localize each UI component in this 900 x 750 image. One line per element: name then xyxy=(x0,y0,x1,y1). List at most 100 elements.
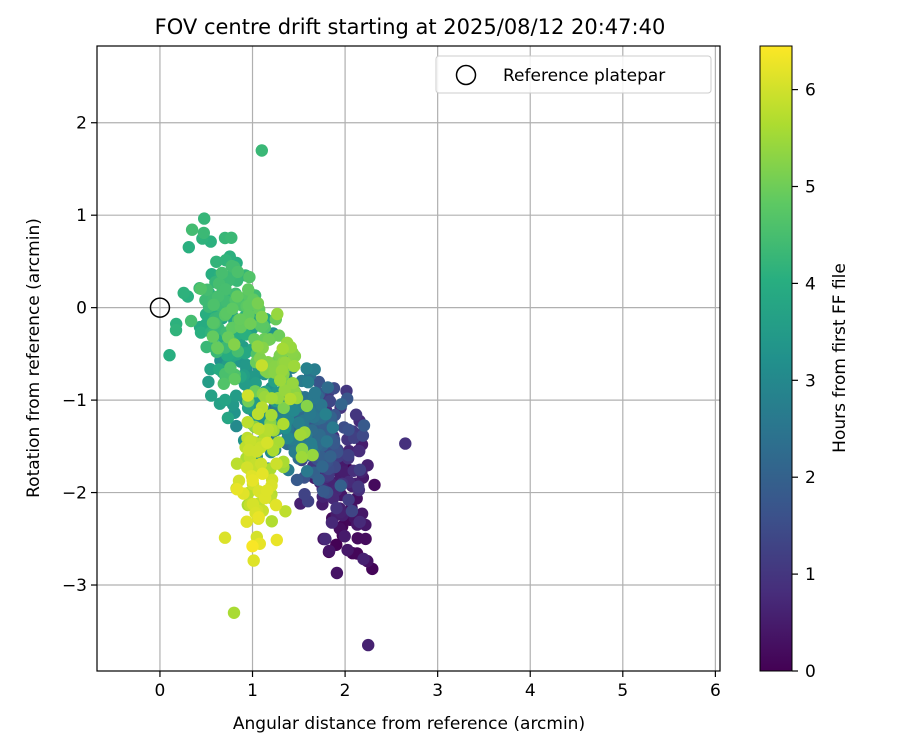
data-point xyxy=(324,450,337,463)
colorbar-tick-label: 2 xyxy=(805,468,816,488)
data-point xyxy=(198,212,211,225)
data-point xyxy=(231,290,244,303)
data-point xyxy=(225,231,238,244)
data-point xyxy=(270,533,283,547)
y-tick-label: 1 xyxy=(76,206,87,226)
data-point xyxy=(357,552,370,566)
colorbar-gradient xyxy=(759,45,793,672)
data-point xyxy=(349,408,363,421)
x-tick-label: 5 xyxy=(617,681,628,701)
data-point xyxy=(295,450,308,464)
data-point xyxy=(272,329,286,342)
data-point xyxy=(330,501,343,515)
data-point xyxy=(260,484,274,497)
data-point xyxy=(242,283,255,296)
data-point xyxy=(255,310,268,324)
data-point xyxy=(228,372,241,386)
data-point xyxy=(298,488,311,501)
x-axis-label: Angular distance from reference (arcmin) xyxy=(233,714,585,734)
plot-frame xyxy=(96,45,721,672)
data-point xyxy=(294,428,307,441)
data-point xyxy=(210,255,223,268)
data-point xyxy=(277,417,290,431)
data-point xyxy=(286,377,299,390)
data-point xyxy=(265,515,278,528)
data-point xyxy=(353,444,366,458)
data-point xyxy=(261,436,274,449)
x-tick-label: 0 xyxy=(155,681,166,701)
data-point xyxy=(233,313,246,326)
legend: Reference platepar xyxy=(435,55,712,94)
x-tick-label: 1 xyxy=(247,681,258,701)
data-point xyxy=(231,265,244,279)
data-point xyxy=(252,511,265,524)
data-point xyxy=(323,544,336,558)
data-point xyxy=(276,342,289,355)
data-point xyxy=(325,516,339,529)
data-point xyxy=(320,435,333,448)
data-point xyxy=(362,638,375,652)
y-axis-ticks: −3 −2 −1 0 1 2 xyxy=(62,114,97,596)
data-point xyxy=(163,349,176,362)
data-point xyxy=(182,241,195,254)
data-point xyxy=(230,419,243,433)
data-point xyxy=(321,381,334,394)
data-point xyxy=(277,401,290,415)
data-point xyxy=(251,340,264,353)
data-point xyxy=(256,467,269,480)
data-point xyxy=(330,566,344,580)
data-point xyxy=(288,359,301,373)
y-axis-label: Rotation from reference (arcmin) xyxy=(24,218,44,498)
data-point xyxy=(292,416,305,430)
data-point xyxy=(255,144,268,157)
data-point xyxy=(265,408,278,422)
data-point xyxy=(352,480,365,493)
x-axis-ticks: 0 1 2 3 4 5 6 xyxy=(155,671,721,701)
data-point xyxy=(252,422,265,435)
data-point xyxy=(300,399,314,413)
data-point xyxy=(341,543,354,557)
data-point xyxy=(230,483,244,496)
y-tick-label: 2 xyxy=(76,114,87,134)
data-point xyxy=(218,393,232,407)
data-point xyxy=(270,457,283,470)
data-point xyxy=(399,437,412,450)
data-point xyxy=(301,376,315,389)
data-point xyxy=(246,540,259,553)
data-point xyxy=(194,326,208,339)
y-tick-label: −2 xyxy=(62,484,87,504)
data-point xyxy=(218,531,232,544)
data-point xyxy=(287,404,300,417)
data-point xyxy=(335,398,348,411)
data-point xyxy=(185,223,199,236)
legend-box xyxy=(435,55,712,94)
data-point xyxy=(244,317,257,330)
data-point xyxy=(247,554,260,567)
x-tick-label: 4 xyxy=(525,681,536,701)
data-point xyxy=(279,505,292,518)
data-point xyxy=(353,515,366,529)
colorbar: 0 1 2 3 4 5 6 Hours from first FF file xyxy=(759,45,850,682)
colorbar-tick-label: 6 xyxy=(805,81,816,101)
data-point xyxy=(342,449,355,462)
data-point xyxy=(169,323,183,337)
data-point xyxy=(217,377,230,390)
data-point xyxy=(342,493,355,506)
data-point xyxy=(357,419,371,432)
x-tick-label: 6 xyxy=(710,681,721,701)
chart-title: FOV centre drift starting at 2025/08/12 … xyxy=(155,15,666,39)
data-point xyxy=(254,457,268,470)
data-point xyxy=(284,392,297,406)
data-point xyxy=(334,479,347,492)
y-tick-label: 0 xyxy=(76,299,87,319)
data-point xyxy=(255,359,268,372)
data-point xyxy=(274,374,287,387)
data-point xyxy=(269,498,283,512)
data-point xyxy=(265,392,278,405)
legend-label: Reference platepar xyxy=(503,66,665,86)
data-point xyxy=(211,342,224,355)
data-point xyxy=(338,465,351,479)
data-point xyxy=(244,434,257,447)
data-point xyxy=(304,437,318,450)
data-point xyxy=(326,421,339,434)
